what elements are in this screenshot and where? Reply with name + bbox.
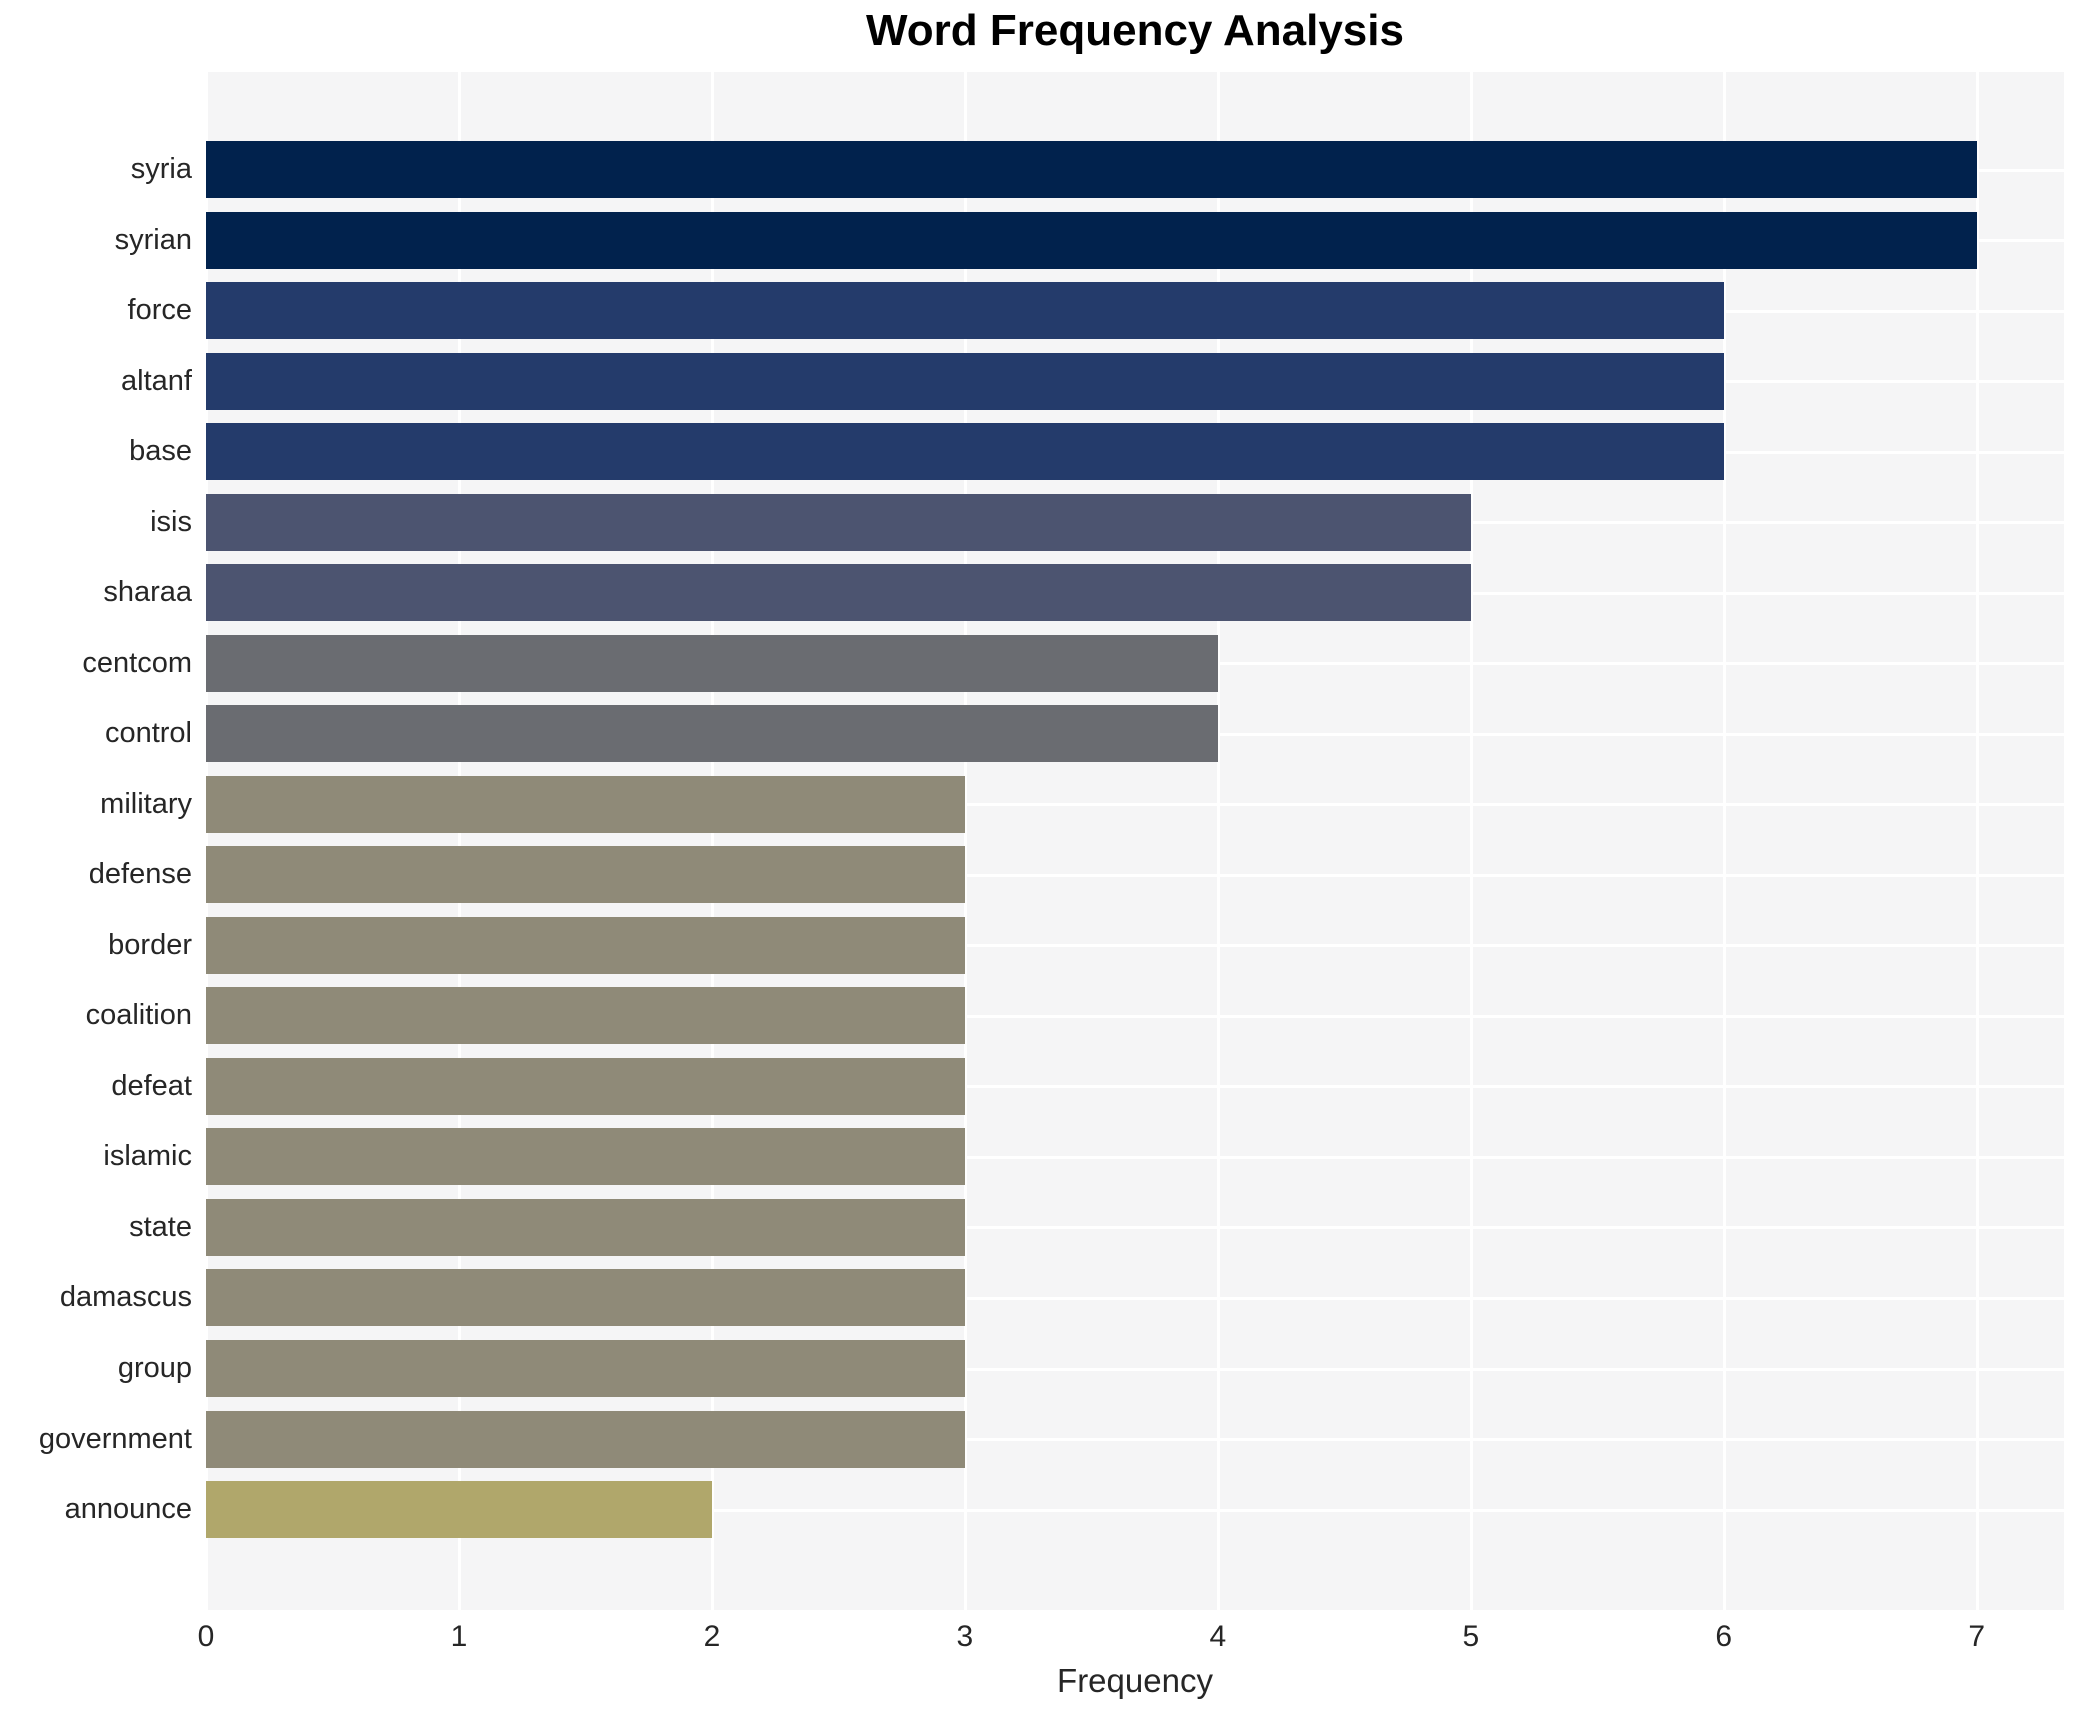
bar-state [206,1198,965,1256]
y-tick-label-syrian: syrian [114,223,192,256]
bar-islamic [206,1128,965,1186]
y-tick-label-border: border [108,928,192,961]
y-tick-label-control: control [104,717,192,750]
gridline-y-islamic [206,1155,2064,1159]
gridline-y-group [206,1367,2064,1371]
gridline-x-0 [205,72,208,1610]
bar-syrian [206,211,1977,269]
bar-announce [206,1481,712,1539]
bar-base [206,423,1724,481]
y-tick-label-group: group [117,1352,192,1384]
bar-centcom [206,634,1218,692]
bar-isis [206,493,1471,551]
y-tick-label-force: force [127,294,192,327]
y-tick-label-centcom: centcom [82,646,192,679]
chart-title: Word Frequency Analysis [866,6,1404,55]
gridline-y-defense [206,873,2064,877]
gridline-y-defeat [206,1085,2064,1089]
y-tick-label-announce: announce [64,1493,192,1526]
x-tick-label-3: 3 [956,1620,974,1653]
y-tick-label-isis: isis [150,505,192,538]
gridline-y-coalition [206,1014,2064,1018]
bar-defense [206,846,965,904]
gridline-x-5 [1469,72,1473,1610]
y-tick-label-altanf: altanf [121,364,192,397]
bar-defeat [206,1057,965,1115]
gridline-x-3 [963,72,967,1610]
gridline-y-announce [206,1508,2064,1512]
gridline-x-2 [710,72,714,1610]
gridline-y-government [206,1438,2064,1442]
gridline-x-1 [457,72,461,1610]
gridline-x-7 [1975,72,1979,1610]
bar-military [206,775,965,833]
bar-syria [206,141,1977,198]
y-tick-label-damascus: damascus [59,1281,192,1314]
y-tick-label-state: state [129,1210,192,1243]
y-tick-label-defense: defense [88,858,192,891]
y-tick-label-syria: syria [130,153,192,185]
x-tick-label-7: 7 [1968,1620,1986,1653]
gridline-y-state [206,1226,2064,1230]
gridline-y-damascus [206,1296,2064,1300]
gridline-x-4 [1216,72,1220,1610]
x-tick-label-4: 4 [1209,1620,1227,1653]
x-axis-title: Frequency [1057,1662,1213,1699]
bar-government [206,1410,965,1468]
x-tick-label-5: 5 [1462,1620,1480,1653]
y-tick-label-base: base [129,435,192,468]
x-tick-label-1: 1 [450,1620,468,1653]
y-tick-label-government: government [38,1422,192,1455]
gridline-x-6 [1722,72,1726,1610]
bar-altanf [206,352,1724,410]
gridline-y-military [206,803,2064,807]
y-tick-label-islamic: islamic [103,1140,192,1173]
x-tick-label-0: 0 [197,1620,215,1653]
plot-area [205,72,2064,1610]
bar-force [206,282,1724,340]
bar-coalition [206,987,965,1045]
bar-border [206,916,965,974]
y-tick-label-sharaa: sharaa [103,576,192,609]
bar-sharaa [206,564,1471,622]
bar-group [206,1340,965,1397]
y-tick-label-defeat: defeat [111,1069,192,1102]
bar-damascus [206,1269,965,1327]
bar-control [206,705,1218,763]
x-tick-label-2: 2 [703,1620,721,1653]
gridline-y-border [206,944,2064,948]
y-tick-label-military: military [100,787,192,820]
y-tick-label-coalition: coalition [85,999,192,1032]
x-tick-label-6: 6 [1715,1620,1733,1653]
